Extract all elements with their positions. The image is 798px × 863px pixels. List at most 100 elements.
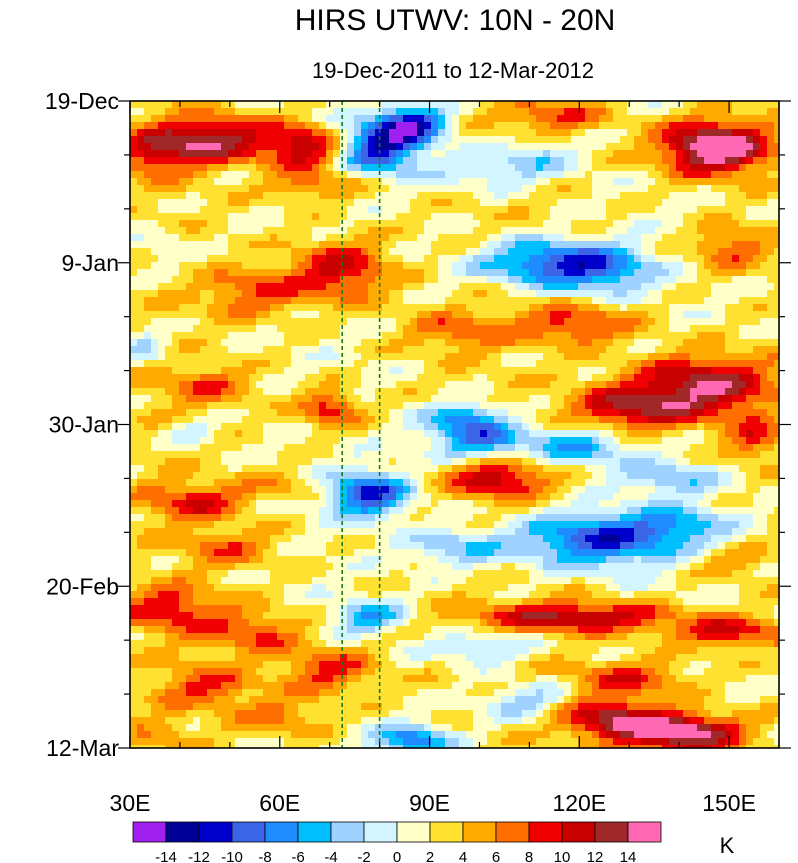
field-cell [242,136,250,144]
field-cell [571,276,579,284]
field-cell [711,143,719,151]
field-cell [466,332,474,340]
field-cell [641,297,649,305]
field-cell [739,332,747,340]
field-cell [249,423,257,431]
field-cell [578,430,586,438]
field-cell [732,339,740,347]
field-cell [200,402,208,410]
field-cell [501,360,509,368]
field-cell [564,171,572,179]
field-cell [599,234,607,242]
field-cell [172,185,180,193]
field-cell [543,227,551,235]
field-cell [550,227,558,235]
field-cell [256,192,264,200]
field-cell [746,276,754,284]
field-cell [669,143,677,151]
field-cell [361,227,369,235]
field-cell [305,157,313,165]
field-cell [760,192,768,200]
field-cell [718,346,726,354]
field-cell [410,227,418,235]
field-cell [704,143,712,151]
field-cell [340,234,348,242]
field-cell [753,220,761,228]
field-cell [186,234,194,242]
field-cell [662,262,670,270]
field-cell [760,143,768,151]
field-cell [438,108,446,116]
field-cell [137,262,145,270]
field-cell [501,164,509,172]
field-cell [452,353,460,361]
field-cell [725,458,733,466]
field-cell [130,192,138,200]
field-cell [403,360,411,368]
field-cell [669,192,677,200]
field-cell [410,325,418,333]
field-cell [326,248,334,256]
field-cell [235,150,243,158]
field-cell [228,157,236,165]
field-cell [207,395,215,403]
field-cell [431,101,439,109]
field-cell [298,255,306,263]
field-cell [585,311,593,319]
field-cell [137,297,145,305]
field-cell [543,437,551,445]
field-cell [424,143,432,151]
field-cell [144,276,152,284]
field-cell [179,409,187,417]
field-cell [683,185,691,193]
field-cell [382,444,390,452]
field-cell [200,409,208,417]
field-cell [389,178,397,186]
field-cell [389,332,397,340]
field-cell [599,129,607,137]
field-cell [158,206,166,214]
field-cell [144,227,152,235]
field-cell [501,255,509,263]
field-cell [529,206,537,214]
field-cell [193,360,201,368]
field-cell [382,143,390,151]
field-cell [242,304,250,312]
field-cell [214,248,222,256]
field-cell [529,402,537,410]
field-cell [172,409,180,417]
field-cell [389,458,397,466]
field-cell [382,451,390,459]
field-cell [165,122,173,130]
field-cell [690,234,698,242]
field-cell [501,339,509,347]
field-cell [340,122,348,130]
field-cell [326,339,334,347]
field-cell [438,472,446,480]
field-cell [529,360,537,368]
field-cell [228,409,236,417]
field-cell [375,416,383,424]
field-cell [130,465,138,473]
field-cell [186,241,194,249]
field-cell [746,304,754,312]
field-cell [137,234,145,242]
field-cell [452,465,460,473]
field-cell [487,262,495,270]
field-cell [396,472,404,480]
field-cell [676,241,684,249]
field-cell [207,248,215,256]
field-cell [396,101,404,109]
field-cell [130,108,138,116]
field-cell [627,115,635,123]
field-cell [256,367,264,375]
field-cell [529,262,537,270]
field-cell [249,360,257,368]
field-cell [697,374,705,382]
field-cell [242,395,250,403]
field-cell [158,458,166,466]
field-cell [200,346,208,354]
field-cell [277,381,285,389]
field-cell [711,115,719,123]
field-cell [277,136,285,144]
